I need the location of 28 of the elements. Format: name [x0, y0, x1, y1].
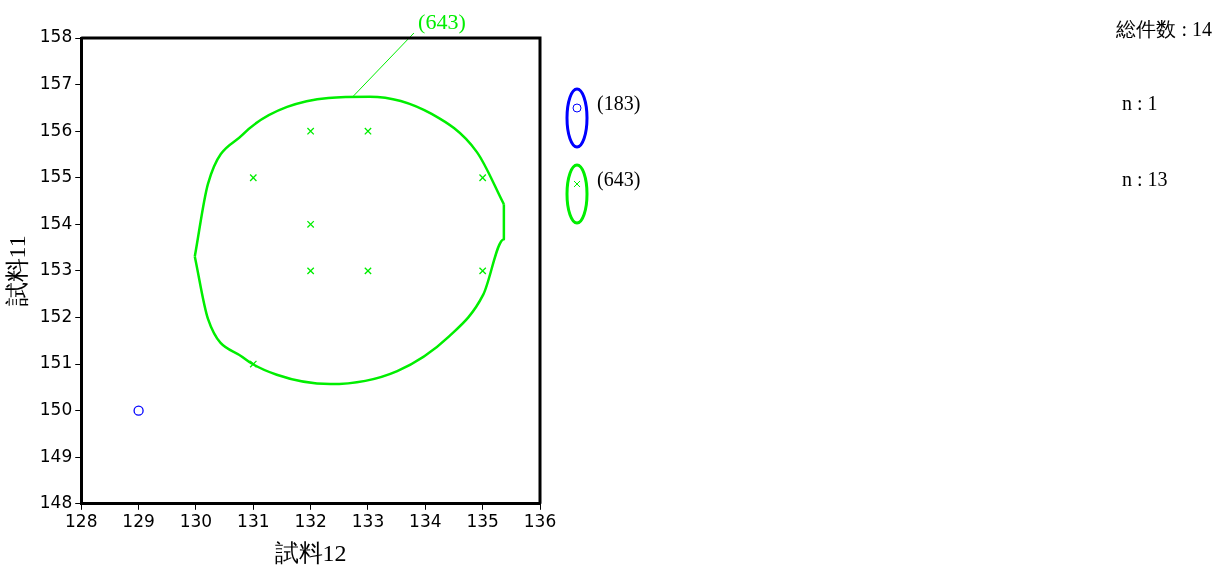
x-tick-label: 133 — [351, 511, 385, 532]
legend-label: (183) — [597, 92, 642, 115]
x-tick-label: 134 — [409, 511, 442, 532]
y-tick-label: 150 — [39, 399, 73, 420]
x-tick-label: 129 — [122, 511, 155, 532]
y-tick-label: 148 — [39, 492, 73, 513]
text: n : 13 — [1122, 168, 1168, 191]
y-tick-label: 157 — [39, 73, 73, 93]
y-axis-title: 試料11 — [3, 235, 30, 307]
y-tick-label: 151 — [39, 352, 73, 373]
y-tick-label: 154 — [39, 212, 73, 233]
text: 総件数 : 14 — [1116, 17, 1212, 42]
y-tick-label: 149 — [39, 445, 73, 466]
y-tick-label: 153 — [39, 259, 73, 280]
y-tick-label: 155 — [39, 166, 73, 187]
x-tick-label: 132 — [294, 511, 327, 532]
x-axis-title: 試料12 — [274, 539, 347, 566]
legend-label: (643) — [597, 168, 642, 191]
text: n : 1 — [1122, 92, 1158, 115]
annotation: (643) — [418, 8, 466, 34]
y-tick-label: 158 — [39, 26, 73, 47]
x-tick-label: 135 — [466, 511, 499, 532]
x-tick-label: 128 — [65, 511, 98, 532]
x-tick-label: 131 — [237, 511, 270, 532]
x-tick-label: 130 — [179, 511, 213, 532]
y-tick-label: 152 — [39, 305, 73, 326]
y-tick-label: 156 — [39, 119, 73, 140]
x-tick-label: 136 — [523, 511, 557, 532]
